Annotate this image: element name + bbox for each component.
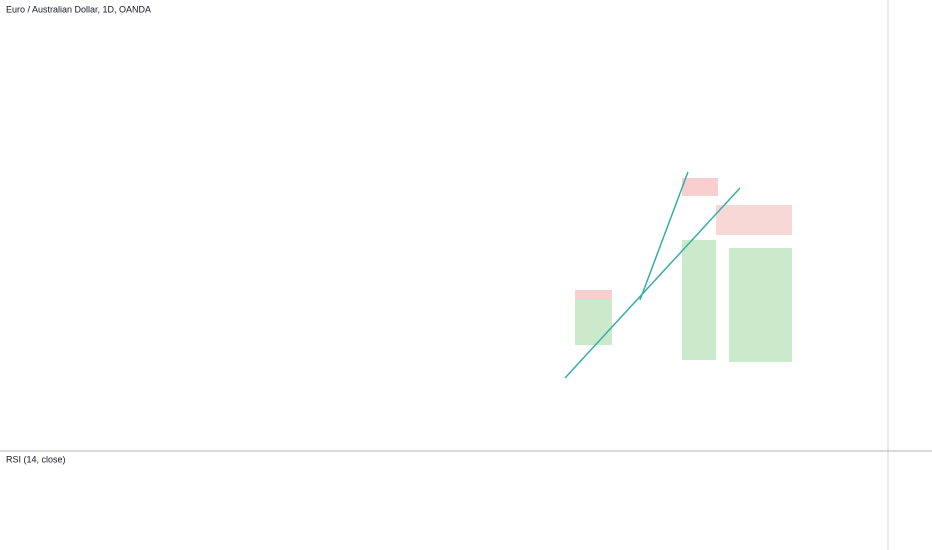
target-zone	[575, 300, 612, 345]
rsi-title: RSI (14, close)	[6, 454, 66, 464]
stop-zone	[716, 205, 792, 235]
target-zone	[729, 248, 792, 362]
trend-line	[564, 187, 741, 379]
price-axis	[888, 0, 932, 550]
chart-title: Euro / Australian Dollar, 1D, OANDA	[6, 4, 151, 14]
stop-zone	[575, 290, 612, 300]
trend-line	[639, 171, 689, 301]
stop-zone	[682, 178, 718, 196]
position-tools	[564, 171, 792, 379]
target-zone	[682, 240, 716, 360]
